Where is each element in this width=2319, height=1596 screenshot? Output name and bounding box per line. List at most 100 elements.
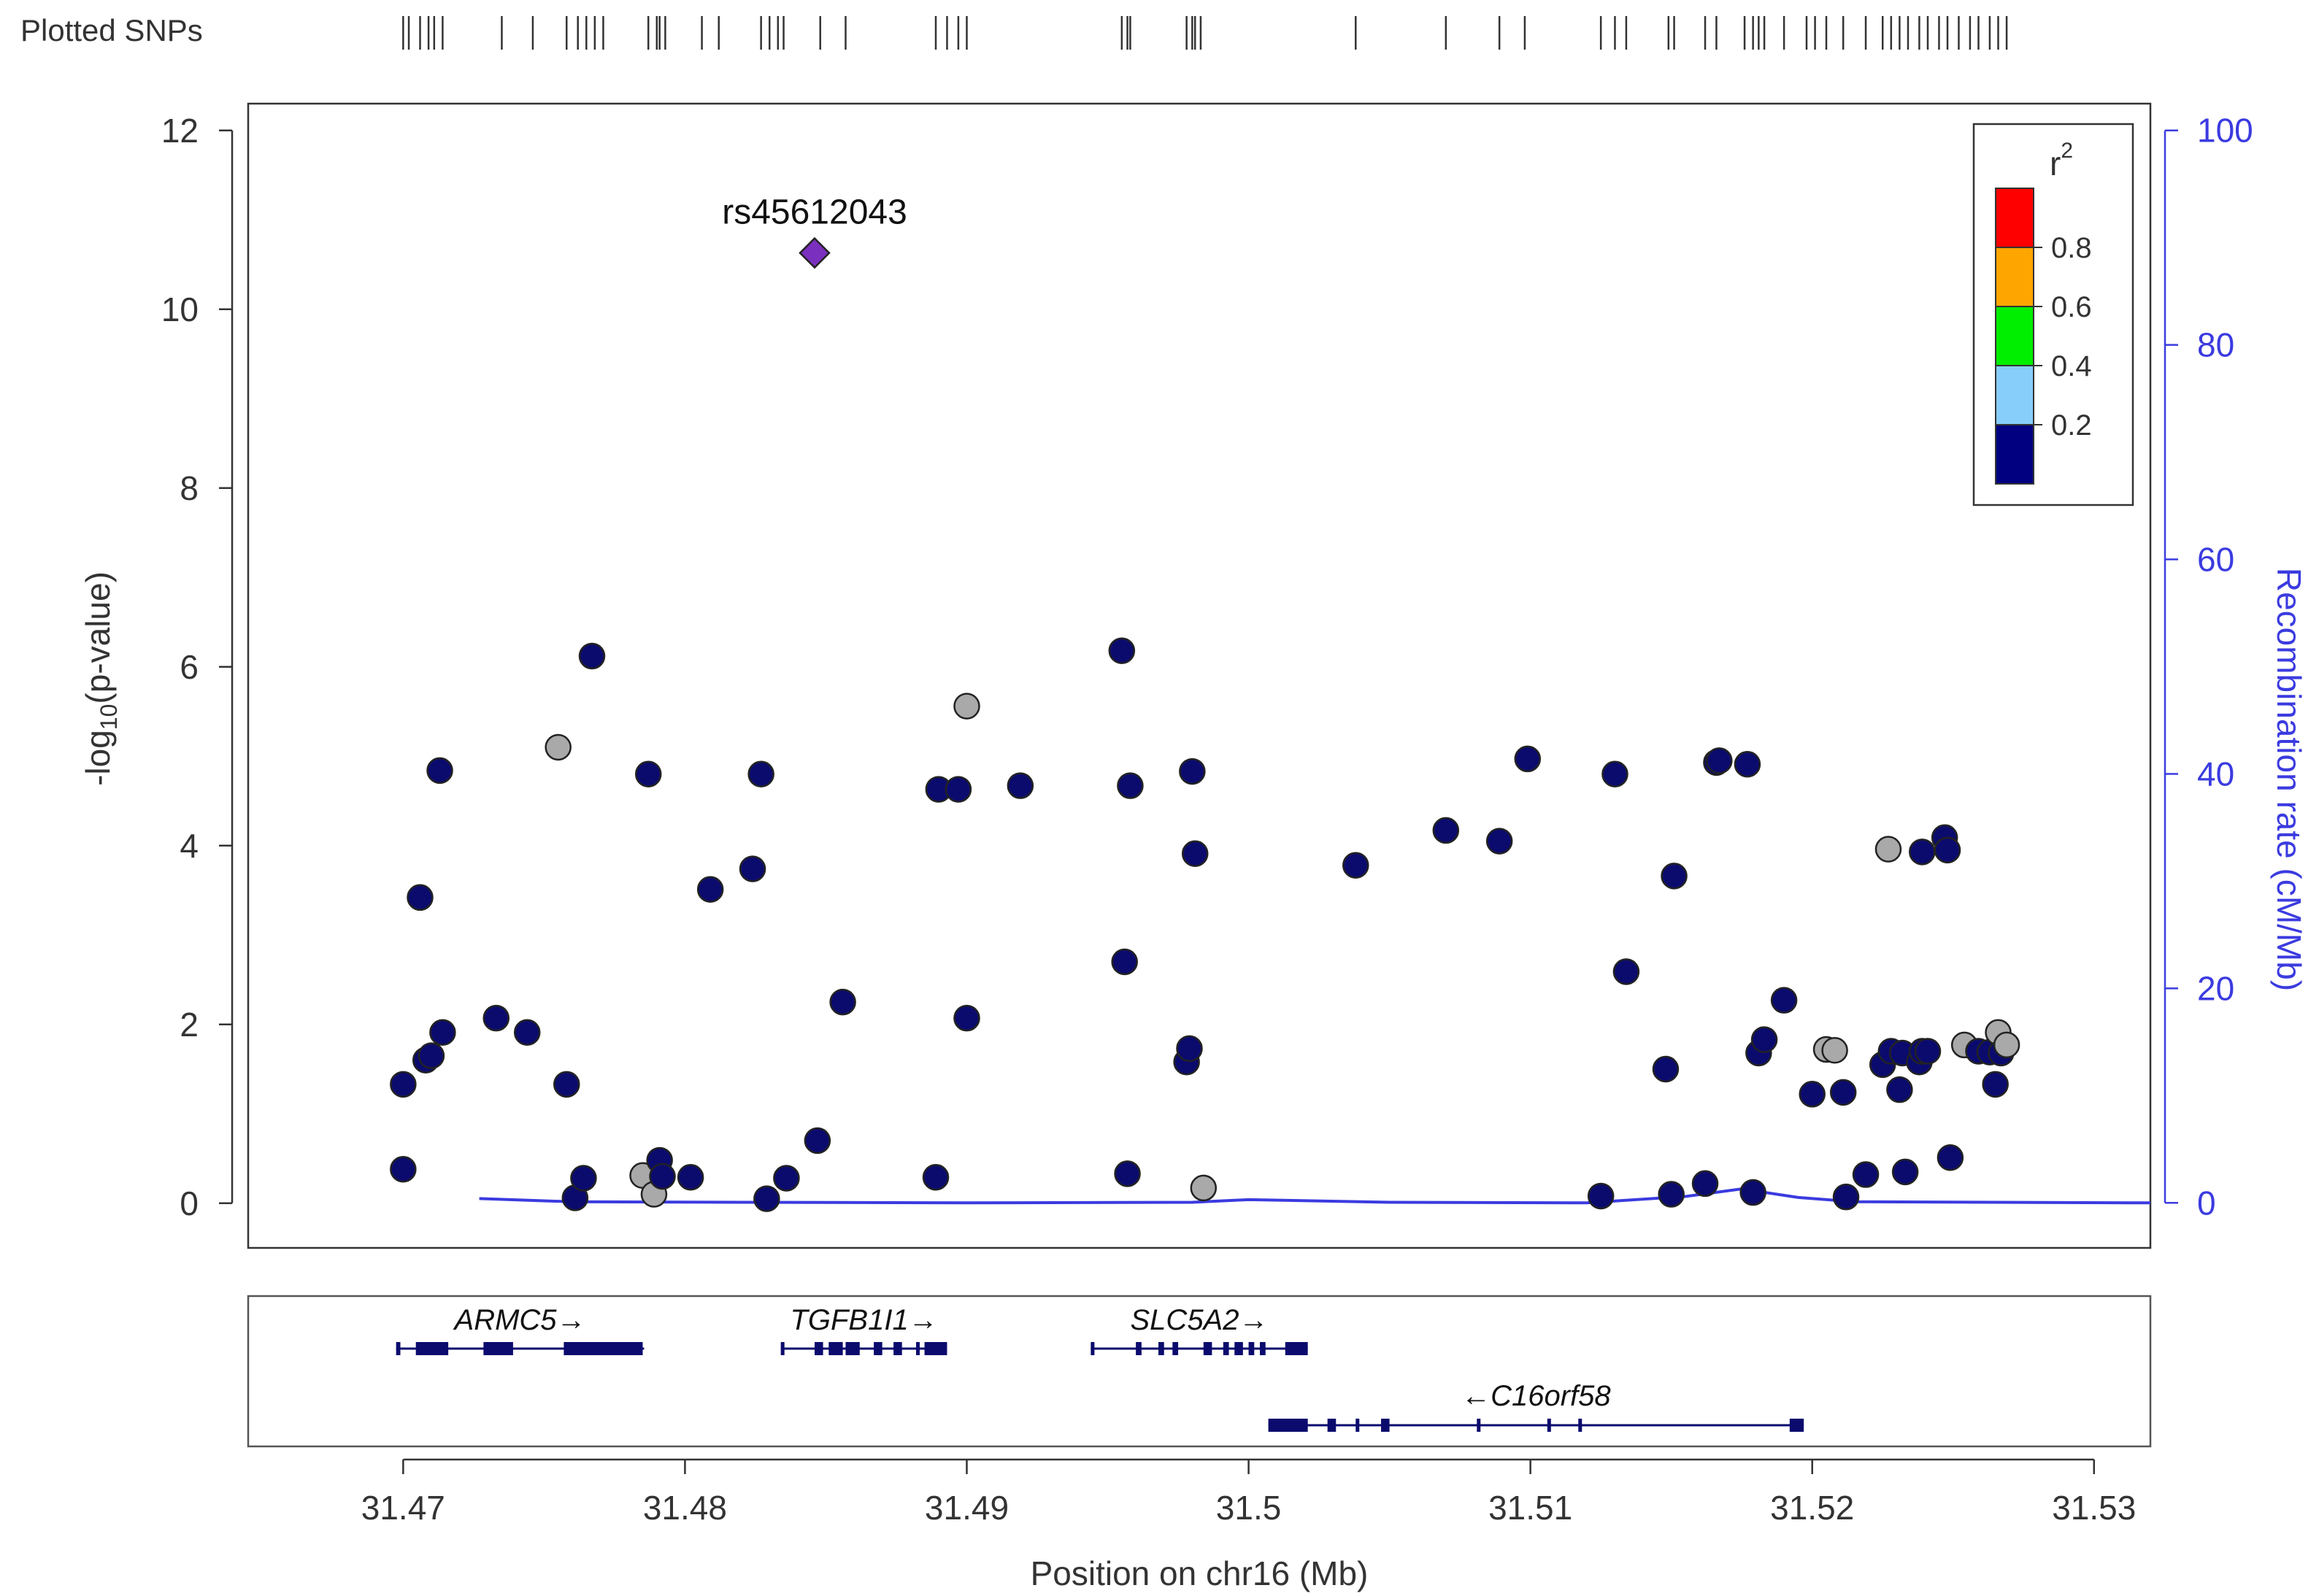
legend-tick-label: 0.2 (2051, 409, 2092, 442)
snp-point (1652, 1055, 1680, 1083)
gene-exon (1091, 1342, 1095, 1355)
snp-point (1514, 745, 1542, 773)
gene-strand-arrow: → (1239, 1304, 1268, 1336)
snp-point (953, 1004, 980, 1032)
snp-point (1342, 852, 1369, 879)
legend-swatch (1995, 365, 2034, 425)
snp-point (1993, 1031, 2020, 1059)
snp-point (753, 1185, 780, 1212)
y2-tick-label: 80 (2197, 326, 2234, 364)
x-tick-label: 31.51 (1488, 1489, 1572, 1527)
gene-exon (1260, 1342, 1266, 1355)
gene-label: ARMC5→ (453, 1304, 586, 1336)
gene-label: ←C16orf58 (1461, 1380, 1611, 1412)
snp-point (1770, 987, 1798, 1014)
snp-point (1982, 1071, 2009, 1098)
snp-point (922, 1163, 950, 1191)
snp-point (570, 1165, 597, 1192)
snp-track: Plotted SNPs (20, 13, 2008, 50)
gene-C16orf58: ←C16orf58 (1268, 1380, 1804, 1432)
x-axis: 31.47 31.48 31.49 31.5 31.51 31.52 31.53 (361, 1458, 2136, 1527)
gene-exon (396, 1342, 401, 1355)
gene-exon (815, 1342, 823, 1355)
gene-tracks: ARMC5→ TGFB1I1→ SLC5A2→←C16orf58 (396, 1304, 1804, 1432)
legend-swatch (1995, 247, 2034, 307)
snp-point (1190, 1174, 1218, 1202)
legend-swatches: 0.2 0.4 0.6 0.8 (1995, 188, 2092, 485)
snp-point (1007, 772, 1034, 799)
snp-point (1485, 828, 1513, 855)
y-axis-right: 0 20 40 60 80 100 (2164, 112, 2253, 1222)
snp-point (513, 1019, 541, 1046)
snp-point (1914, 1038, 1942, 1065)
gene-strand-arrow: ← (1461, 1380, 1491, 1412)
snp-point (1601, 760, 1628, 787)
snp-point (1739, 1179, 1766, 1206)
gene-exon (874, 1342, 882, 1355)
gene-exon (1355, 1419, 1360, 1432)
legend-swatch (1995, 188, 2034, 248)
gene-exon (780, 1342, 785, 1355)
snp-point (1750, 1026, 1778, 1053)
gene-exon (924, 1342, 947, 1355)
snp-point (1176, 1035, 1203, 1063)
snp-point (1886, 1076, 1913, 1103)
recombination-rate-line (479, 1187, 2151, 1205)
snp-point (553, 1071, 580, 1098)
snp-point (482, 1004, 509, 1032)
gene-name: C16orf58 (1491, 1380, 1611, 1412)
y-tick-label: 2 (180, 1006, 199, 1044)
lead-snp-marker (799, 236, 831, 269)
gene-ARMC5: ARMC5→ (396, 1304, 645, 1355)
y2-tick-label: 100 (2197, 112, 2253, 150)
snp-point (1111, 948, 1138, 976)
y-tick-label: 8 (180, 469, 199, 507)
snp-ticks (402, 16, 2008, 50)
x-tick-label: 31.49 (925, 1489, 1009, 1527)
legend-tick-label: 0.4 (2051, 350, 2092, 382)
gene-strand-arrow: → (909, 1304, 938, 1336)
gene-exon (1172, 1342, 1179, 1355)
y-tick-label: 4 (180, 827, 199, 865)
legend-tick-label: 0.6 (2051, 291, 2092, 323)
gene-exon (893, 1342, 902, 1355)
snp-point (953, 693, 980, 720)
gene-strand-arrow: → (557, 1304, 586, 1336)
gene-exon (1578, 1419, 1582, 1432)
snp-point (1821, 1037, 1848, 1064)
snp-point (407, 884, 434, 911)
gene-SLC5A2: SLC5A2→ (1091, 1304, 1308, 1355)
snp-point (634, 760, 662, 787)
gene-name: SLC5A2 (1131, 1304, 1239, 1336)
snp-point (429, 1019, 456, 1046)
snp-point (1832, 1183, 1860, 1211)
gene-exon (1136, 1342, 1142, 1355)
snp-point (1891, 1158, 1919, 1186)
snp-point (677, 1163, 704, 1191)
gene-frame (247, 1295, 2152, 1448)
gene-name: ARMC5 (453, 1304, 558, 1336)
legend-swatch (1995, 424, 2034, 485)
gene-exon (1477, 1419, 1481, 1432)
gene-exon (915, 1342, 920, 1355)
snp-point (426, 757, 453, 784)
x-tick-label: 31.48 (643, 1489, 727, 1527)
gene-exon (1158, 1342, 1164, 1355)
snp-point (1874, 836, 1902, 863)
snp-point (545, 733, 572, 761)
snp-point (418, 1042, 445, 1069)
legend-title-sup: 2 (2061, 139, 2073, 163)
snp-point (1661, 863, 1688, 890)
snp-point (804, 1127, 831, 1154)
snp-point (1181, 840, 1209, 868)
snp-point (390, 1071, 417, 1098)
snp-point (1691, 1170, 1719, 1198)
x-tick-label: 31.5 (1216, 1489, 1282, 1527)
y-axis-label-main: -log (79, 730, 117, 786)
gene-label: SLC5A2→ (1131, 1304, 1269, 1336)
snp-point (1108, 637, 1136, 664)
gene-exon (1268, 1419, 1308, 1432)
y-axis-label-sub: 10 (96, 704, 122, 730)
